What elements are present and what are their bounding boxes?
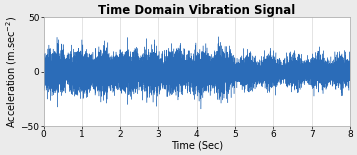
Y-axis label: Acceleration (m.sec$^{-2}$): Acceleration (m.sec$^{-2}$) [4,16,19,128]
X-axis label: Time (Sec): Time (Sec) [171,141,223,151]
Title: Time Domain Vibration Signal: Time Domain Vibration Signal [98,4,295,17]
